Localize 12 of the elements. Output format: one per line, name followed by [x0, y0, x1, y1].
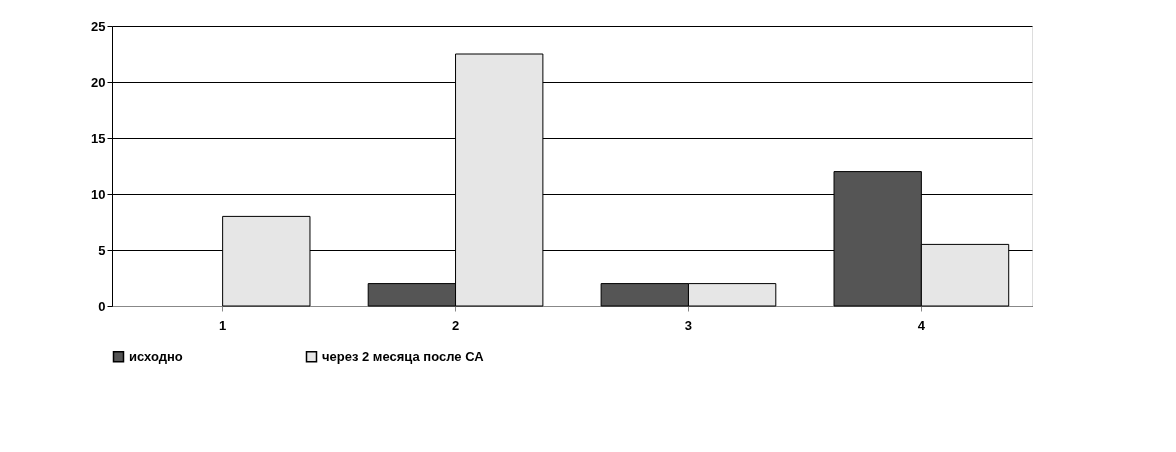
y-tick-label: 0 — [98, 298, 106, 314]
legend-label: через 2 месяца после СА — [322, 348, 485, 364]
x-tick-label: 1 — [219, 317, 227, 333]
y-tick-label: 25 — [91, 18, 106, 34]
x-tick-label: 2 — [451, 317, 460, 333]
legend-label: исходно — [129, 348, 183, 364]
y-tick-label: 10 — [91, 186, 106, 202]
y-tick-label: 5 — [98, 242, 106, 258]
x-tick-label: 3 — [684, 317, 693, 333]
y-tick-label: 15 — [91, 130, 106, 146]
y-tick-label: 20 — [91, 74, 106, 90]
x-tick-label: 4 — [917, 317, 926, 333]
